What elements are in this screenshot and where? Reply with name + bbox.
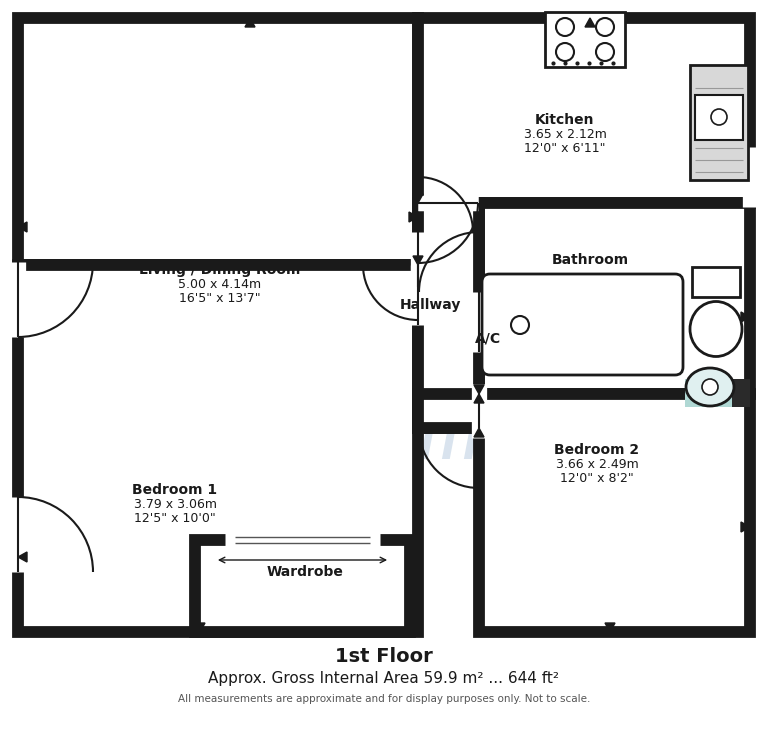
Polygon shape xyxy=(195,540,410,632)
Text: Kitchen: Kitchen xyxy=(535,113,594,127)
Polygon shape xyxy=(418,203,479,428)
Text: 12'5" x 10'0": 12'5" x 10'0" xyxy=(134,512,216,524)
Polygon shape xyxy=(605,623,615,632)
Polygon shape xyxy=(479,394,750,632)
Text: Hallway: Hallway xyxy=(399,298,461,312)
Text: RESIDENTIAL: RESIDENTIAL xyxy=(231,426,537,468)
Text: Bathroom: Bathroom xyxy=(551,253,628,267)
Polygon shape xyxy=(474,394,484,403)
Text: 12'0" x 6'11": 12'0" x 6'11" xyxy=(525,141,606,155)
Polygon shape xyxy=(413,194,423,203)
Ellipse shape xyxy=(690,302,742,356)
Polygon shape xyxy=(18,552,27,562)
Polygon shape xyxy=(741,312,750,322)
Polygon shape xyxy=(670,447,740,517)
Polygon shape xyxy=(474,385,484,394)
Ellipse shape xyxy=(686,368,734,406)
Text: Wardrobe: Wardrobe xyxy=(266,565,343,579)
Polygon shape xyxy=(474,428,484,437)
Text: 3.79 x 3.06m: 3.79 x 3.06m xyxy=(134,498,217,510)
Polygon shape xyxy=(413,256,423,265)
Polygon shape xyxy=(245,18,255,27)
FancyBboxPatch shape xyxy=(482,274,683,375)
Circle shape xyxy=(702,379,718,395)
Text: 12'0" x 8'2": 12'0" x 8'2" xyxy=(560,471,634,485)
Text: 3.66 x 2.49m: 3.66 x 2.49m xyxy=(555,457,638,471)
Bar xyxy=(692,267,740,297)
Polygon shape xyxy=(409,212,418,222)
Text: 5.00 x 4.14m: 5.00 x 4.14m xyxy=(178,277,262,291)
Bar xyxy=(695,95,743,140)
Text: Approx. Gross Internal Area 59.9 m² ... 644 ft²: Approx. Gross Internal Area 59.9 m² ... … xyxy=(208,672,560,686)
Polygon shape xyxy=(418,394,479,428)
Polygon shape xyxy=(18,265,418,632)
Text: Living / Dining Room: Living / Dining Room xyxy=(139,263,301,277)
Text: 1st Floor: 1st Floor xyxy=(335,648,433,666)
Bar xyxy=(685,379,750,407)
Text: Bedroom 2: Bedroom 2 xyxy=(554,443,640,457)
Text: MANNERS: MANNERS xyxy=(142,346,626,429)
Text: 3.65 x 2.12m: 3.65 x 2.12m xyxy=(524,128,607,140)
Polygon shape xyxy=(195,623,205,632)
Polygon shape xyxy=(18,18,418,265)
Bar xyxy=(545,12,625,67)
Polygon shape xyxy=(479,203,750,394)
Text: Bedroom 1: Bedroom 1 xyxy=(132,483,217,497)
Polygon shape xyxy=(418,18,750,203)
Polygon shape xyxy=(640,427,710,487)
Bar xyxy=(690,65,748,180)
Polygon shape xyxy=(18,222,27,232)
Polygon shape xyxy=(741,522,750,532)
Text: All measurements are approximate and for display purposes only. Not to scale.: All measurements are approximate and for… xyxy=(178,694,590,704)
Text: 16'5" x 13'7": 16'5" x 13'7" xyxy=(179,291,261,305)
Text: A/C: A/C xyxy=(475,331,501,345)
Polygon shape xyxy=(585,18,595,27)
Circle shape xyxy=(711,109,727,125)
Bar xyxy=(732,379,750,407)
